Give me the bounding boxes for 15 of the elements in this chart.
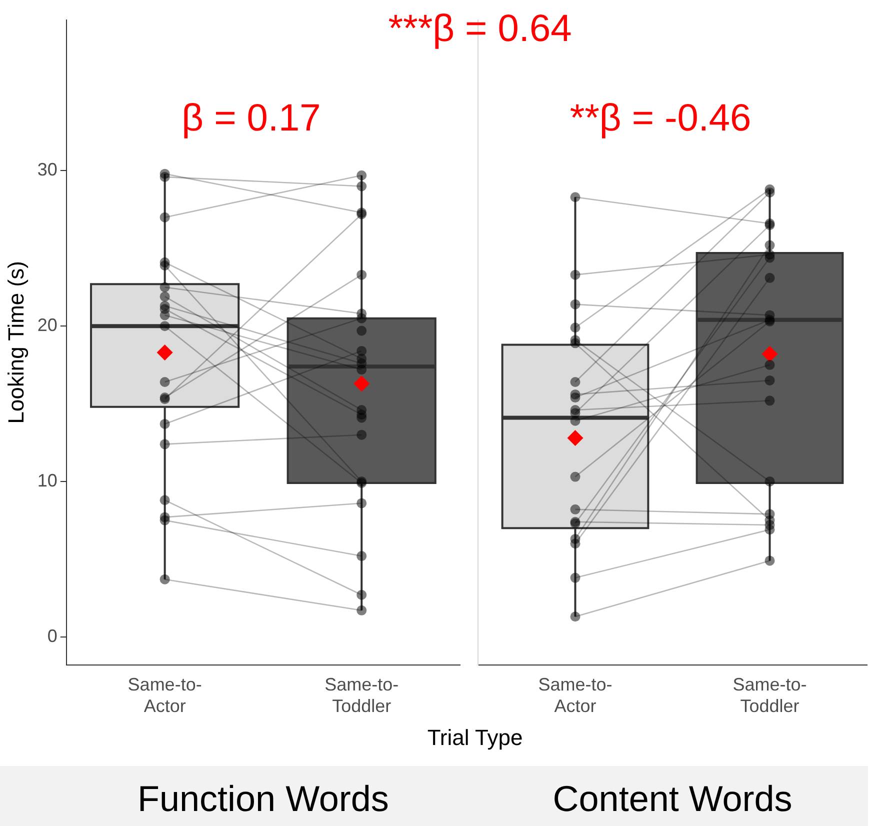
x-tick-label: Same-to-Actor (538, 674, 612, 716)
annotation: ***β = 0.64 (388, 8, 572, 51)
x-tick-label: Same-to-Toddler (732, 674, 807, 716)
annotation: **β = -0.46 (570, 97, 752, 140)
y-tick-label: 10 (37, 470, 58, 490)
annotation: β = 0.17 (182, 97, 321, 140)
y-tick-label: 30 (37, 160, 58, 180)
text: Function Words (137, 778, 389, 820)
text: Content Words (552, 778, 792, 820)
y-tick-label: 20 (37, 315, 58, 336)
x-axis-title: Trial Type (427, 725, 523, 751)
x-tick-label: Same-to-Toddler (324, 674, 399, 716)
x-tick-label: Same-to-Actor (128, 674, 202, 716)
y-axis-title: Looking Time (s) (3, 261, 28, 424)
y-tick-label: 0 (47, 626, 58, 646)
